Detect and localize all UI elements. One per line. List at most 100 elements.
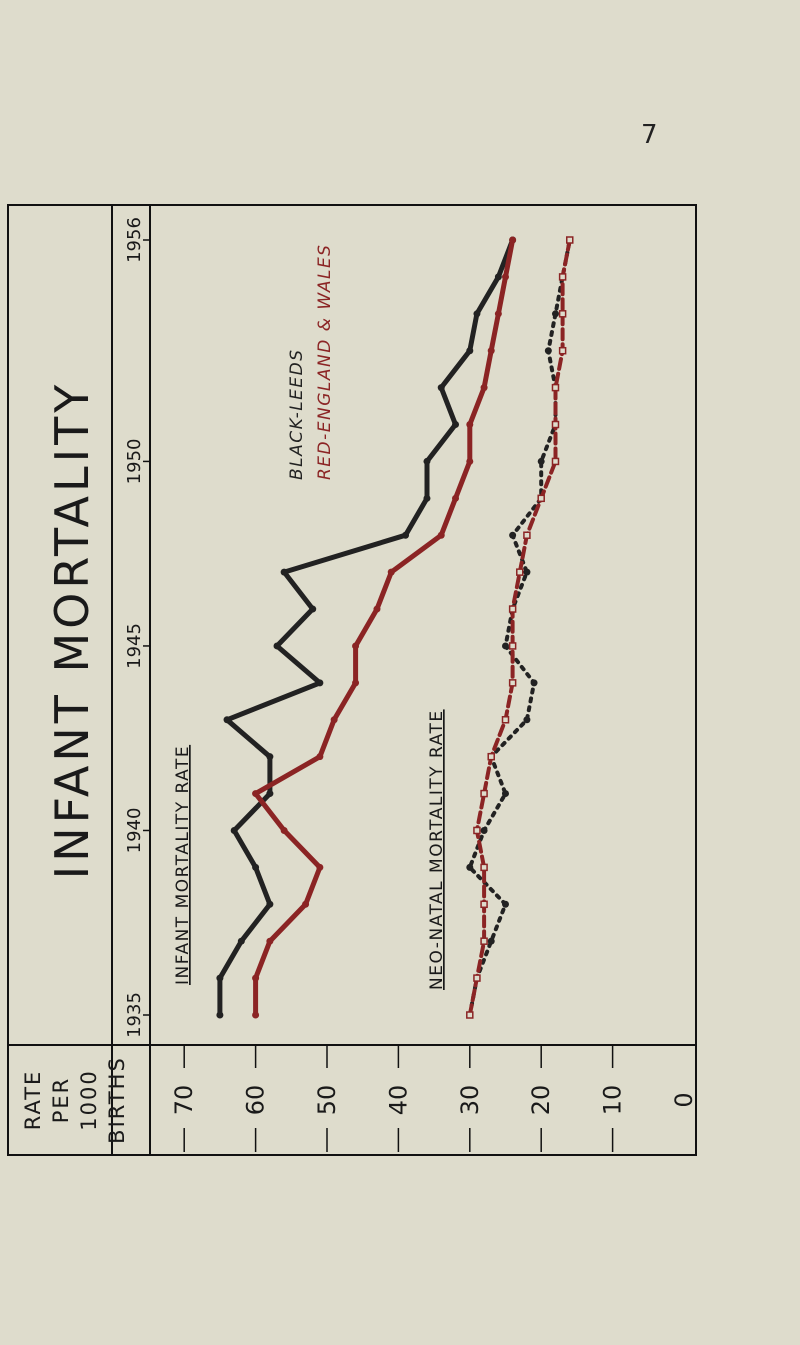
data-point	[402, 531, 410, 539]
x-tick-label: 1945	[124, 623, 145, 669]
data-point	[558, 273, 567, 281]
data-point	[252, 1011, 260, 1019]
data-point	[252, 863, 260, 871]
data-point	[266, 753, 274, 761]
y-axis-label-line: 1000	[77, 1069, 101, 1130]
data-point	[516, 568, 524, 576]
data-point	[473, 310, 481, 318]
series-1-solid	[252, 236, 517, 1019]
data-point	[266, 900, 274, 908]
data-point	[487, 752, 495, 761]
data-point	[551, 383, 560, 392]
data-point	[558, 346, 567, 355]
data-point	[230, 826, 238, 834]
y-tick-label: 50	[313, 1085, 341, 1116]
data-point	[466, 1011, 474, 1019]
data-point	[487, 347, 495, 355]
data-point	[316, 679, 324, 687]
data-point	[480, 826, 488, 834]
series-0-solid	[216, 236, 517, 1019]
neonatal-mortality-annotation: NEO-NATAL MORTALITY RATE	[427, 709, 447, 990]
infant-mortality-annotation: INFANT MORTALITY RATE	[173, 745, 193, 985]
data-point	[466, 863, 474, 871]
data-point	[216, 1011, 224, 1019]
data-point	[466, 457, 474, 465]
data-point	[523, 716, 531, 724]
data-point	[508, 642, 517, 650]
data-point	[237, 937, 245, 945]
data-point	[280, 568, 288, 576]
y-tick-label: 60	[242, 1085, 270, 1116]
y-tick-label: 0	[670, 1092, 698, 1107]
data-point	[480, 384, 488, 392]
data-point	[252, 790, 260, 798]
data-point	[523, 568, 531, 576]
data-point	[473, 826, 481, 835]
data-point	[487, 937, 495, 945]
data-point	[316, 863, 324, 871]
data-point	[452, 494, 460, 502]
data-point	[480, 789, 488, 798]
data-point	[502, 642, 509, 650]
data-point	[309, 605, 317, 613]
data-point	[352, 679, 360, 687]
data-point	[437, 384, 445, 392]
series-3-dashed	[466, 236, 574, 1019]
data-point	[223, 716, 231, 724]
page-number: 7	[641, 120, 658, 150]
data-point	[266, 937, 274, 945]
data-point	[566, 236, 574, 244]
data-point	[508, 679, 517, 687]
data-point	[551, 457, 560, 466]
y-axis-label-line: PER	[49, 1077, 73, 1124]
data-point	[530, 679, 538, 687]
data-point	[494, 310, 502, 318]
data-point	[452, 421, 460, 429]
series-line	[217, 237, 516, 1018]
data-point	[551, 420, 560, 429]
data-point	[537, 457, 545, 465]
x-tick-label: 1940	[124, 808, 145, 854]
data-point	[551, 310, 559, 318]
data-point	[502, 900, 509, 908]
data-point	[423, 494, 431, 502]
y-axis-label: RATE PER 1000 BIRTHS	[21, 1056, 129, 1144]
data-point	[509, 531, 517, 539]
data-point	[437, 531, 445, 539]
data-point	[423, 457, 431, 465]
data-point	[523, 531, 531, 539]
data-point	[273, 642, 281, 650]
data-point	[480, 863, 488, 872]
y-tick-label: 20	[527, 1085, 555, 1116]
series-layer	[216, 236, 574, 1019]
data-point	[502, 273, 509, 281]
y-tick-label: 70	[170, 1085, 198, 1116]
data-point	[544, 347, 552, 355]
data-point	[352, 642, 360, 650]
y-axis-ticks: 70 60 50 40 30 20 10 0	[170, 1045, 698, 1152]
data-point	[508, 605, 517, 613]
data-point	[537, 494, 545, 503]
y-tick-label: 40	[384, 1085, 412, 1116]
y-tick-label: 30	[456, 1085, 484, 1116]
series-line	[253, 237, 516, 1018]
data-point	[502, 790, 509, 798]
data-point	[266, 790, 274, 798]
data-point	[280, 826, 288, 834]
data-point	[330, 716, 338, 724]
x-tick-label: 1956	[124, 217, 145, 263]
data-point	[387, 568, 395, 576]
data-point	[302, 900, 310, 908]
data-point	[501, 716, 510, 724]
legend-entry-england: RED-ENGLAND & WALES	[315, 244, 335, 480]
series-line	[467, 238, 572, 1017]
data-point	[466, 347, 474, 355]
data-point	[494, 273, 502, 281]
data-point	[466, 421, 474, 429]
x-tick-label: 1935	[124, 992, 145, 1038]
x-tick-label: 1950	[124, 439, 145, 485]
chart-title: INFANT MORTALITY	[45, 381, 99, 880]
data-point	[316, 753, 324, 761]
data-point	[509, 236, 517, 244]
